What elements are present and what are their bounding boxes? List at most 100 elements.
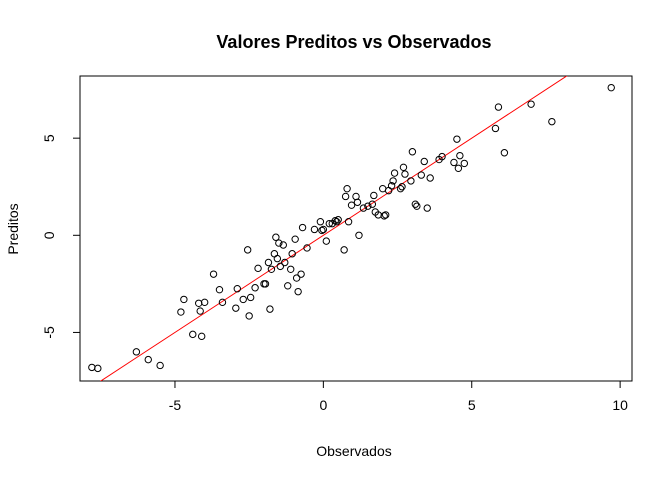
data-point — [456, 151, 464, 160]
data-point — [344, 218, 353, 226]
data-point — [347, 201, 356, 209]
data-point — [340, 246, 348, 254]
data-point — [267, 265, 276, 273]
data-point — [218, 298, 227, 307]
data-point — [88, 363, 96, 372]
data-point — [334, 216, 342, 224]
data-point — [284, 282, 292, 290]
data-point — [288, 250, 296, 258]
data-point — [94, 364, 102, 373]
data-point — [298, 223, 307, 232]
data-point — [494, 103, 503, 111]
data-point — [411, 200, 420, 208]
data-point — [180, 295, 188, 304]
data-point — [209, 270, 218, 278]
data-point — [272, 233, 280, 241]
x-tick-label: -5 — [169, 397, 182, 413]
chart-title: Valores Preditos vs Observados — [216, 32, 491, 52]
data-point — [381, 211, 390, 219]
data-point — [144, 355, 152, 364]
data-point — [353, 198, 362, 206]
x-axis-label: Observados — [316, 443, 391, 459]
data-point — [251, 284, 259, 292]
data-point — [500, 149, 509, 157]
plot-frame — [79, 75, 633, 382]
data-point — [246, 293, 255, 302]
data-point — [200, 298, 209, 307]
data-point — [407, 177, 415, 185]
data-point — [331, 217, 339, 225]
data-point — [527, 100, 535, 108]
data-point — [420, 157, 428, 166]
data-point — [343, 184, 351, 193]
data-point — [292, 274, 301, 282]
x-tick-label: 5 — [468, 397, 476, 413]
data-point — [318, 226, 326, 235]
data-point — [243, 246, 252, 254]
data-point — [450, 158, 458, 167]
data-point — [276, 262, 285, 271]
data-point — [460, 159, 469, 168]
data-point — [341, 192, 350, 201]
data-point — [370, 191, 378, 200]
data-point — [297, 270, 305, 278]
data-point — [239, 295, 247, 304]
data-point — [322, 237, 331, 245]
data-point — [266, 305, 274, 313]
data-point — [390, 169, 399, 177]
data-point — [325, 219, 333, 228]
data-point — [355, 231, 363, 240]
data-point — [359, 204, 368, 212]
y-tick-label: 5 — [41, 134, 57, 142]
data-point — [413, 202, 421, 210]
y-tick-label: -5 — [41, 326, 57, 339]
data-point — [426, 174, 434, 182]
data-point — [438, 152, 446, 161]
data-point — [607, 83, 615, 92]
data-point — [254, 264, 262, 273]
data-point — [233, 285, 241, 293]
data-point — [399, 163, 408, 172]
data-point — [281, 258, 289, 267]
data-point — [189, 330, 197, 339]
data-point — [156, 361, 164, 370]
data-point — [364, 202, 372, 210]
data-point — [177, 308, 185, 316]
data-point — [264, 258, 273, 267]
x-tick-label: 0 — [319, 397, 327, 413]
data-point — [303, 244, 311, 252]
data-point — [260, 280, 268, 288]
data-point — [275, 239, 283, 247]
data-point — [379, 184, 387, 193]
data-point — [548, 117, 556, 126]
data-point — [417, 171, 425, 179]
data-point — [389, 177, 397, 185]
data-point — [423, 204, 431, 212]
data-point — [287, 265, 295, 273]
data-point — [398, 183, 406, 191]
reference-line — [99, 76, 568, 381]
y-axis-label: Preditos — [5, 203, 21, 254]
data-point — [279, 241, 287, 249]
data-point — [401, 170, 409, 178]
data-point — [408, 148, 417, 156]
data-point — [316, 218, 325, 226]
y-tick-label: 0 — [41, 231, 57, 239]
data-point — [215, 285, 224, 294]
data-point — [132, 348, 141, 356]
data-point — [319, 225, 328, 234]
data-point — [245, 312, 253, 320]
data-point — [310, 225, 319, 234]
data-point — [333, 218, 341, 226]
data-point — [261, 280, 270, 288]
data-point — [491, 124, 500, 133]
data-point — [232, 304, 240, 312]
data-point — [197, 332, 206, 341]
data-point — [453, 135, 461, 143]
data-point — [196, 307, 204, 315]
x-tick-label: 10 — [612, 397, 628, 413]
data-point — [396, 184, 405, 193]
data-point — [291, 235, 299, 243]
data-point — [273, 254, 282, 263]
